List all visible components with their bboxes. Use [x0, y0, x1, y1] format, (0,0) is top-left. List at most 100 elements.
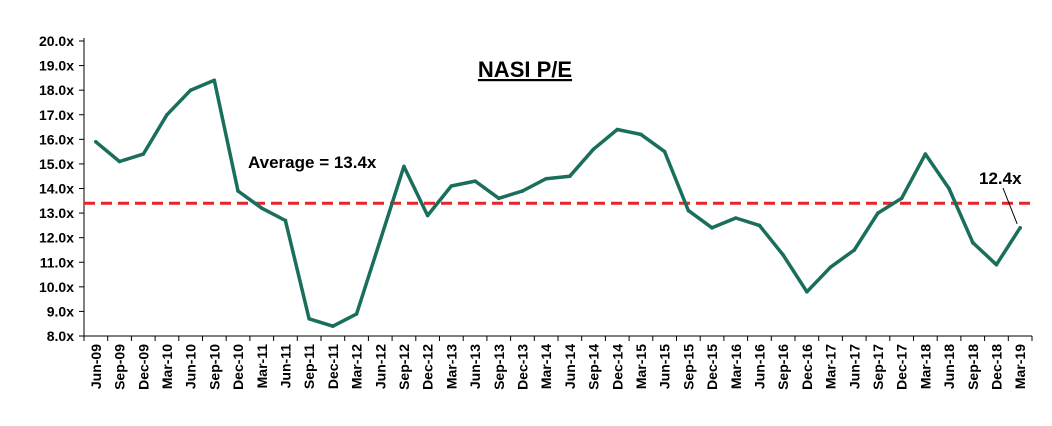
data-point [781, 253, 785, 257]
x-tick-label: Mar-16 [728, 344, 744, 389]
y-tick-label: 11.0x [40, 254, 74, 270]
y-tick-label: 10.0x [39, 279, 74, 295]
x-tick-label: Mar-10 [159, 344, 175, 389]
y-tick-label: 20.0x [39, 33, 74, 49]
x-tick-label: Dec-10 [230, 344, 246, 390]
data-point [1018, 226, 1022, 230]
chart-title: NASI P/E [478, 57, 572, 82]
y-tick-label: 15.0x [39, 156, 74, 172]
data-point [449, 184, 454, 188]
series-group [94, 78, 1022, 328]
x-axis: Jun-09 Sep-09 Dec-09 Mar-10 Jun-10 Sep-10 Dec-… [83, 335, 1033, 390]
x-tick-label: Sep-11 [301, 344, 317, 389]
x-tick-label: Sep-09 [112, 344, 128, 390]
y-tick-label: 13.0x [39, 205, 74, 221]
x-tick-label: Sep-18 [965, 344, 981, 390]
x-tick-label: Mar-15 [633, 344, 649, 389]
x-tick-label: Mar-11 [254, 344, 270, 389]
data-point [947, 186, 951, 191]
x-tick-label: Dec-18 [988, 344, 1004, 390]
data-point [544, 176, 548, 181]
data-point [496, 196, 501, 201]
data-point [94, 139, 98, 144]
data-point [876, 211, 880, 215]
x-tick-label: Mar-13 [443, 344, 459, 389]
data-point [141, 152, 146, 156]
x-tick-label: Mar-14 [538, 344, 554, 389]
x-tick-label: Jun-09 [88, 344, 104, 389]
y-tick-label: 16.0x [39, 131, 74, 147]
data-point [378, 238, 383, 242]
x-tick-label: Sep-17 [870, 344, 886, 390]
y-tick-label: 9.0x [47, 303, 74, 319]
x-tick-label: Mar-12 [349, 344, 365, 389]
data-point [615, 127, 620, 132]
last-value-label: 12.4x [979, 169, 1022, 188]
data-point [354, 312, 359, 316]
x-tick-label: Mar-17 [823, 344, 839, 389]
data-point [307, 316, 311, 321]
x-tick-label: Jun-13 [467, 344, 483, 389]
data-point [283, 218, 288, 223]
data-point [117, 159, 122, 164]
y-tick-label: 19.0x [39, 58, 74, 74]
data-point [639, 132, 643, 137]
data-point [473, 179, 477, 183]
x-tick-label: Sep-15 [680, 344, 696, 390]
data-point [686, 208, 691, 213]
data-point [923, 152, 928, 156]
data-point [165, 112, 169, 117]
y-tick-label: 8.0x [47, 328, 74, 344]
x-tick-label: Jun-12 [372, 344, 388, 389]
x-tick-label: Dec-14 [609, 344, 625, 390]
x-tick-label: Jun-14 [562, 344, 578, 389]
x-tick-label: Jun-16 [751, 344, 767, 389]
x-tick-label: Dec-11 [325, 344, 341, 389]
x-tick-label: Dec-17 [894, 344, 910, 390]
y-tick-label: 17.0x [39, 107, 74, 123]
data-point [591, 147, 596, 151]
data-point [212, 78, 217, 83]
data-point [733, 216, 738, 220]
x-tick-label: Jun-18 [941, 344, 957, 389]
data-point [402, 164, 406, 169]
y-tick-label: 14.0x [39, 181, 74, 197]
x-tick-label: Sep-16 [775, 344, 791, 390]
x-tick-label: Sep-10 [206, 344, 222, 390]
data-point [805, 289, 809, 294]
y-tick-label: 12.0x [39, 230, 74, 246]
data-point [236, 189, 240, 193]
x-tick-label: Jun-11 [277, 344, 293, 389]
x-tick-label: Mar-18 [917, 344, 933, 389]
x-tick-label: Sep-13 [491, 344, 507, 390]
x-tick-label: Dec-09 [135, 344, 151, 390]
x-tick-label: Mar-19 [1012, 344, 1028, 389]
data-point [710, 226, 714, 230]
data-point [828, 265, 833, 269]
series-line [94, 78, 1022, 328]
x-tick-label: Dec-13 [514, 344, 530, 390]
average-label: Average = 13.4x [248, 153, 377, 172]
last-value-pointer [1002, 187, 1018, 225]
data-point [259, 206, 264, 210]
data-point [188, 88, 193, 92]
data-point [852, 248, 857, 252]
x-tick-label: Jun-10 [183, 344, 199, 389]
data-point [994, 262, 999, 267]
x-tick-label: Jun-15 [657, 344, 673, 389]
x-tick-label: Dec-16 [799, 344, 815, 390]
x-tick-label: Sep-12 [396, 344, 412, 390]
data-point [662, 149, 667, 154]
x-tick-label: Dec-15 [704, 344, 720, 390]
y-axis: 8.0x 9.0x 10.0x 11.0x 12.0x 13.0x 14.0x 15.0x 16… [39, 33, 85, 344]
data-point [757, 223, 762, 228]
x-tick-label: Sep-14 [586, 344, 602, 390]
data-point [425, 213, 430, 218]
x-tick-label: Jun-17 [846, 344, 862, 389]
x-tick-label: Dec-12 [420, 344, 436, 390]
data-point [568, 174, 572, 179]
data-point [970, 240, 975, 245]
y-tick-label: 18.0x [39, 82, 74, 98]
